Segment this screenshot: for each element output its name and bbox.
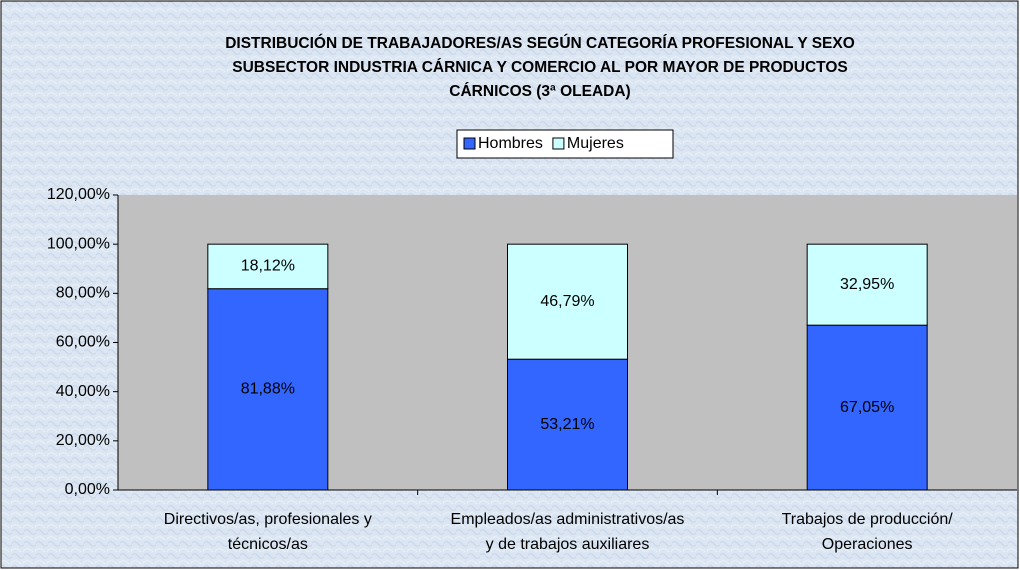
bar-segment (507, 358, 628, 491)
y-tick-label: 120,00% (47, 186, 110, 203)
legend-swatch (552, 137, 565, 150)
legend-label: Hombres (478, 135, 543, 152)
y-tick-label: 60,00% (56, 334, 110, 351)
data-label: 67,05% (840, 399, 894, 416)
data-label: 32,95% (840, 276, 894, 293)
x-tick-label: Operaciones (822, 536, 913, 553)
bar-segment (207, 243, 329, 290)
y-tick-label: 20,00% (56, 432, 110, 449)
x-tick-label: Empleados/as administrativos/as (451, 511, 685, 528)
x-tick-label: técnicos/as (228, 536, 308, 553)
x-tick-label: y de trabajos auxiliares (486, 536, 650, 553)
data-label: 81,88% (241, 381, 295, 398)
data-label: 53,21% (540, 416, 594, 433)
y-tick-label: 80,00% (56, 285, 110, 302)
legend-label: Mujeres (567, 135, 624, 152)
bar-segment (806, 324, 928, 491)
x-tick-label: Directivos/as, profesionales y (164, 511, 372, 528)
legend-swatch (463, 137, 476, 150)
bar-segment (806, 243, 928, 326)
chart-title: CÁRNICOS (3ª OLEADA) (449, 83, 630, 100)
y-tick-label: 40,00% (56, 383, 110, 400)
data-label: 18,12% (241, 258, 295, 275)
chart-title: SUBSECTOR INDUSTRIA CÁRNICA Y COMERCIO A… (232, 59, 847, 76)
bar-segment (507, 243, 628, 360)
y-tick-label: 0,00% (65, 481, 110, 498)
y-tick-label: 100,00% (47, 235, 110, 252)
legend (456, 129, 674, 159)
data-label: 46,79% (540, 293, 594, 310)
chart-title: DISTRIBUCIÓN DE TRABAJADORES/AS SEGÚN CA… (225, 34, 855, 52)
x-tick-label: Trabajos de producción/ (782, 511, 954, 528)
